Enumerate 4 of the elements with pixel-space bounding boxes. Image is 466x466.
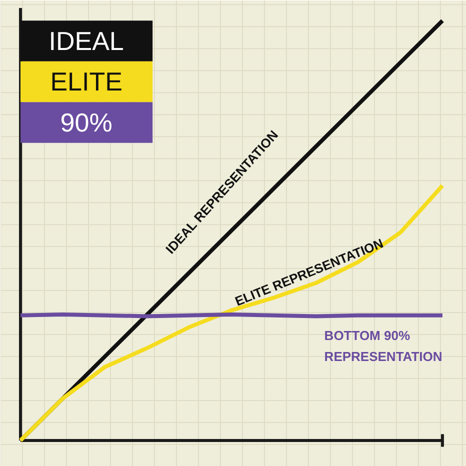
text: ELITE [50,66,122,97]
text: 90% [60,107,112,138]
text: IDEAL [48,26,124,56]
annotation: BOTTOM 90% REPRESENTATION [324,328,442,364]
